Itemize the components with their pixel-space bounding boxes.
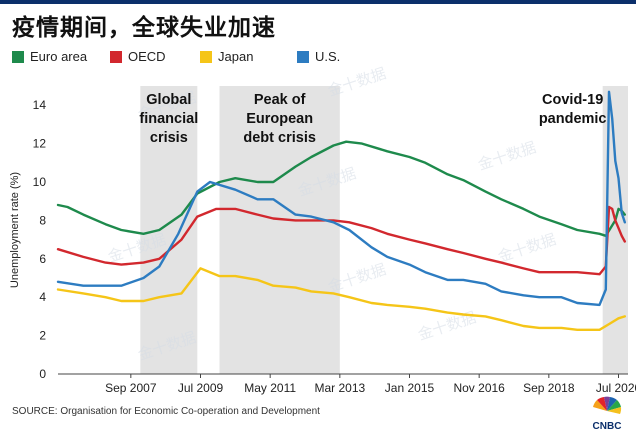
y-tick-label: 2: [39, 329, 46, 343]
shaded-period-label: debt crisis: [243, 130, 316, 146]
legend-swatch: [110, 51, 122, 63]
shaded-period-label: Global: [146, 92, 191, 108]
legend-label: Japan: [218, 49, 254, 64]
y-tick-label: 8: [39, 213, 46, 227]
shaded-period-label: financial: [139, 111, 198, 127]
shaded-period-label: pandemic: [539, 111, 607, 127]
cnbc-logo-text: CNBC: [593, 421, 622, 432]
x-tick-label: Sep 2007: [105, 381, 157, 395]
series-line-euro_area: [56, 140, 626, 237]
y-tick-label: 6: [39, 252, 46, 266]
x-tick-label: Nov 2016: [453, 381, 505, 395]
legend-label: OECD: [128, 49, 166, 64]
shaded-period-label: crisis: [150, 130, 188, 146]
legend-swatch: [12, 51, 24, 63]
shaded-period-label: Peak of: [254, 92, 306, 108]
x-tick-label: Jan 2015: [385, 381, 435, 395]
y-tick-label: 14: [33, 98, 47, 112]
y-axis-title: Unemployment rate (%): [9, 172, 21, 288]
legend-swatch: [200, 51, 212, 63]
page-title: 疫情期间，全球失业加速: [12, 15, 276, 41]
watermark-text: 金十数据: [326, 64, 389, 100]
unemployment-line-chart: 金十数据金十数据金十数据金十数据金十数据金十数据金十数据金十数据金十数据0246…: [9, 64, 636, 395]
legend-label: Euro area: [30, 49, 88, 64]
top-accent-bar: [0, 0, 636, 4]
shaded-period-label: Covid-19: [542, 92, 603, 108]
source-note: SOURCE: Organisation for Economic Co-ope…: [12, 406, 320, 417]
x-tick-label: Jul 2009: [178, 381, 224, 395]
y-tick-label: 10: [33, 175, 47, 189]
y-tick-label: 0: [39, 367, 46, 381]
x-tick-label: Sep 2018: [523, 381, 575, 395]
y-tick-label: 12: [33, 137, 47, 151]
x-tick-label: Jul 2020: [596, 381, 636, 395]
watermark-text: 金十数据: [476, 138, 539, 174]
series-line-japan: [56, 267, 626, 331]
shaded-period-1: [219, 86, 340, 374]
series-line-us: [56, 90, 626, 307]
x-tick-label: Mar 2013: [314, 381, 365, 395]
cnbc-peacock-logo: CNBC: [593, 396, 622, 432]
shaded-period-label: European: [246, 111, 313, 127]
x-tick-label: May 2011: [244, 381, 296, 395]
legend-swatch: [297, 51, 309, 63]
watermark-text: 金十数据: [496, 230, 559, 266]
y-tick-label: 4: [39, 290, 46, 304]
legend-label: U.S.: [315, 49, 341, 64]
